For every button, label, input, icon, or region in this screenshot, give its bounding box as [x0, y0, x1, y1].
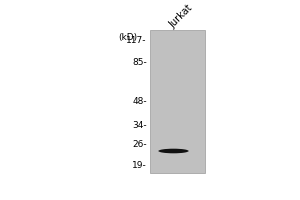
- Ellipse shape: [158, 149, 189, 153]
- Text: 48-: 48-: [132, 97, 147, 106]
- Text: Jurkat: Jurkat: [168, 3, 195, 30]
- Text: 85-: 85-: [132, 58, 147, 67]
- Text: 26-: 26-: [132, 140, 147, 149]
- Text: 19-: 19-: [132, 161, 147, 170]
- Text: (kD): (kD): [118, 33, 138, 42]
- FancyBboxPatch shape: [150, 30, 205, 173]
- Text: 34-: 34-: [132, 121, 147, 130]
- Text: 117-: 117-: [126, 36, 147, 45]
